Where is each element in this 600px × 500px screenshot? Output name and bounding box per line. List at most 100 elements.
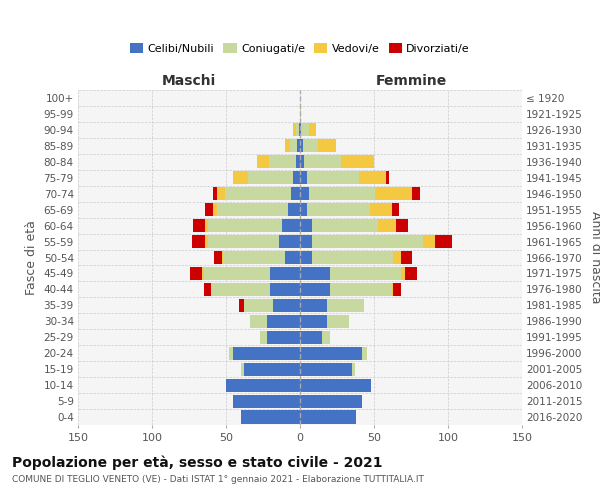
- Bar: [296, 155, 300, 168]
- Bar: [300, 315, 326, 328]
- Bar: [241, 362, 244, 376]
- Bar: [223, 251, 285, 264]
- Bar: [370, 203, 392, 216]
- Bar: [326, 299, 364, 312]
- Bar: [300, 187, 309, 200]
- Bar: [300, 219, 312, 232]
- Bar: [226, 378, 300, 392]
- Bar: [274, 299, 300, 312]
- Bar: [309, 124, 316, 136]
- Text: Maschi: Maschi: [162, 74, 216, 88]
- Bar: [244, 362, 300, 376]
- Bar: [392, 283, 393, 296]
- Bar: [271, 267, 300, 280]
- Bar: [293, 171, 300, 184]
- Bar: [268, 330, 300, 344]
- Bar: [322, 330, 329, 344]
- Bar: [307, 203, 370, 216]
- Bar: [307, 171, 359, 184]
- Bar: [300, 410, 356, 424]
- Bar: [376, 187, 412, 200]
- Bar: [239, 299, 244, 312]
- Bar: [393, 283, 401, 296]
- Bar: [208, 219, 282, 232]
- Bar: [300, 283, 329, 296]
- Bar: [208, 235, 279, 248]
- Bar: [300, 235, 312, 248]
- Bar: [359, 171, 386, 184]
- Bar: [423, 235, 434, 248]
- Bar: [304, 155, 341, 168]
- Bar: [299, 124, 300, 136]
- Bar: [217, 187, 224, 200]
- Bar: [193, 219, 205, 232]
- Bar: [221, 251, 223, 264]
- Bar: [205, 203, 212, 216]
- Bar: [269, 155, 296, 168]
- Bar: [192, 235, 205, 248]
- Y-axis label: Fasce di età: Fasce di età: [25, 220, 38, 295]
- Bar: [396, 219, 408, 232]
- Bar: [214, 251, 221, 264]
- Legend: Celibi/Nubili, Coniugati/e, Vedovi/e, Divorziati/e: Celibi/Nubili, Coniugati/e, Vedovi/e, Di…: [125, 38, 475, 58]
- Bar: [250, 315, 268, 328]
- Bar: [271, 283, 300, 296]
- Bar: [309, 187, 376, 200]
- Bar: [401, 251, 412, 264]
- Bar: [392, 203, 399, 216]
- Text: Femmine: Femmine: [376, 74, 446, 88]
- Bar: [204, 267, 271, 280]
- Bar: [202, 267, 204, 280]
- Bar: [205, 219, 208, 232]
- Bar: [297, 140, 300, 152]
- Bar: [303, 140, 318, 152]
- Bar: [248, 171, 293, 184]
- Bar: [352, 362, 355, 376]
- Bar: [233, 171, 248, 184]
- Bar: [212, 187, 217, 200]
- Bar: [241, 410, 300, 424]
- Bar: [233, 346, 300, 360]
- Bar: [190, 267, 202, 280]
- Bar: [279, 235, 300, 248]
- Bar: [300, 124, 301, 136]
- Bar: [224, 187, 291, 200]
- Bar: [300, 108, 301, 120]
- Bar: [282, 219, 300, 232]
- Bar: [329, 283, 392, 296]
- Text: COMUNE DI TEGLIO VENETO (VE) - Dati ISTAT 1° gennaio 2021 - Elaborazione TUTTITA: COMUNE DI TEGLIO VENETO (VE) - Dati ISTA…: [12, 475, 424, 484]
- Bar: [434, 235, 452, 248]
- Bar: [211, 283, 271, 296]
- Bar: [229, 346, 233, 360]
- Bar: [260, 330, 268, 344]
- Bar: [312, 219, 379, 232]
- Bar: [212, 203, 217, 216]
- Bar: [244, 299, 274, 312]
- Bar: [204, 283, 211, 296]
- Bar: [257, 155, 269, 168]
- Bar: [312, 235, 423, 248]
- Bar: [341, 155, 374, 168]
- Bar: [268, 315, 300, 328]
- Bar: [300, 171, 307, 184]
- Bar: [285, 140, 290, 152]
- Bar: [379, 219, 396, 232]
- Bar: [296, 124, 299, 136]
- Bar: [326, 315, 349, 328]
- Bar: [300, 155, 304, 168]
- Bar: [300, 362, 352, 376]
- Bar: [293, 124, 296, 136]
- Bar: [290, 140, 297, 152]
- Bar: [300, 330, 322, 344]
- Bar: [362, 346, 367, 360]
- Bar: [412, 187, 420, 200]
- Bar: [318, 140, 335, 152]
- Bar: [300, 299, 326, 312]
- Bar: [300, 346, 362, 360]
- Bar: [300, 394, 362, 407]
- Bar: [329, 267, 401, 280]
- Bar: [405, 267, 417, 280]
- Bar: [285, 251, 300, 264]
- Bar: [300, 378, 371, 392]
- Text: Popolazione per età, sesso e stato civile - 2021: Popolazione per età, sesso e stato civil…: [12, 455, 383, 469]
